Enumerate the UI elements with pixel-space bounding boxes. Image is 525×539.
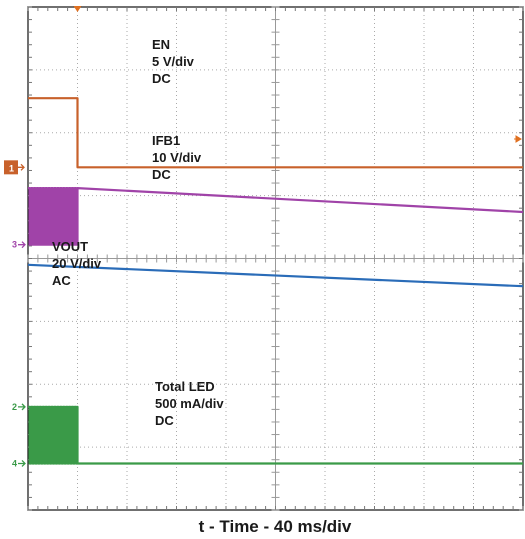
channel-marker-box [4,160,18,175]
trace-label-total-led: Total LED 500 mA/div DC [155,379,224,428]
trigger-position-marker [73,6,82,12]
channel-marker-label: 1 [9,163,14,173]
trace-coupling: AC [52,273,71,288]
channel-marker-label: 3 [12,240,17,250]
trace-scale: 5 V/div [152,54,195,69]
trace-labels: EN 5 V/div DC IFB1 10 V/div DC VOUT 20 V/div AC T… [52,37,224,428]
trace-vout [27,263,524,288]
channel-marker-label: 2 [12,402,17,412]
trace-scale: 10 V/div [152,150,202,165]
grid [27,6,524,511]
trace-label-ifb1: IFB1 10 V/div DC [152,133,202,182]
trace-name: Total LED [155,379,215,394]
trace-scale: 20 V/div [52,256,102,271]
trigger-level-marker [514,135,522,143]
channel-marker-arrow [18,241,26,249]
traces [27,97,524,465]
trace-total-led [28,405,523,465]
trace-label-vout: VOUT 20 V/div AC [52,239,102,288]
trace-label-en: EN 5 V/div DC [152,37,195,86]
trace-en [28,97,523,169]
channel-marker-2: 2 [12,402,26,412]
trace-scale: 500 mA/div [155,396,224,411]
channel-markers: 1 3 2 4 [4,160,26,468]
trace-coupling: DC [152,167,171,182]
channel-marker-arrow [18,460,26,467]
x-axis-label: t - Time - 40 ms/div [199,517,352,536]
channel-marker-label: 4 [12,458,17,468]
channel-marker-3: 3 [12,240,26,250]
channel-marker-4: 4 [12,458,26,468]
trace-name: VOUT [52,239,88,254]
channel-marker-arrow [18,163,25,171]
trace-name: EN [152,37,170,52]
trace-ifb1 [28,187,524,246]
trace-coupling: DC [155,413,174,428]
trace-name: IFB1 [152,133,180,148]
channel-marker-1: 1 [4,160,25,175]
channel-marker-arrow [18,403,26,411]
trace-coupling: DC [152,71,171,86]
